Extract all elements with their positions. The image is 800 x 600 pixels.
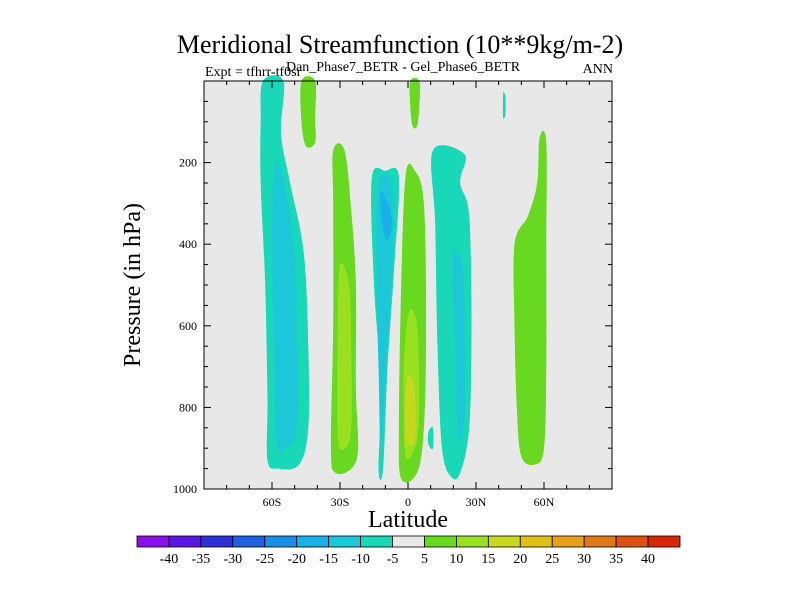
chart-subtitle: Dan_Phase7_BETR - Gel_Phase6_BETR — [286, 60, 521, 75]
colorbar-label: 35 — [609, 552, 623, 567]
contour-upper-equatorial-positive — [409, 77, 421, 129]
y-tick-label: 800 — [179, 400, 197, 414]
colorbar-swatch — [647, 535, 681, 548]
y-tick-label: 600 — [179, 319, 197, 333]
colorbar-label: 15 — [481, 552, 495, 567]
colorbar-swatch — [551, 535, 585, 548]
colorbar-label: 30 — [577, 552, 591, 567]
colorbar-swatch — [360, 535, 393, 548]
colorbar-swatch — [424, 535, 457, 548]
colorbar-label: -25 — [255, 552, 274, 567]
x-tick-label: 30S — [331, 495, 350, 509]
colorbar-swatch — [168, 535, 202, 548]
x-tick-label: 60N — [534, 495, 555, 509]
contour-nh-midlat-positive — [513, 130, 547, 466]
colorbar-label: -10 — [351, 552, 370, 567]
colorbar-label: -35 — [192, 552, 211, 567]
colorbar-swatch — [232, 535, 266, 548]
x-axis-ticks: 60S 30S 0 30N 60N — [203, 81, 613, 509]
contour-nh-subtropical-core — [452, 250, 466, 441]
contour-fills — [260, 75, 547, 483]
contour-nh-small-negative — [427, 426, 434, 450]
colorbar-swatch — [328, 535, 361, 548]
colorbar: -40 -35 -30 -25 -20 -15 -10 -5 5 10 15 20 25 30 35 40 — [136, 535, 681, 567]
contour-tropical-negative-core — [376, 173, 394, 449]
contour-sh-upper-positive — [300, 76, 317, 148]
x-axis-label: Latitude — [368, 507, 448, 533]
chart-title: Meridional Streamfunction (10**9kg/m-2) — [177, 30, 623, 59]
contour-nh-upper-negative — [502, 91, 506, 119]
colorbar-swatch — [296, 535, 330, 548]
colorbar-label: 10 — [449, 552, 463, 567]
y-tick-label: 1000 — [173, 482, 197, 496]
contour-equatorial-peak — [404, 374, 416, 446]
y-tick-label: 200 — [179, 156, 197, 170]
colorbar-label: -15 — [319, 552, 338, 567]
colorbar-label: -30 — [223, 552, 242, 567]
x-tick-label: 30N — [466, 495, 487, 509]
colorbar-label: -40 — [160, 552, 179, 567]
colorbar-label: -20 — [287, 552, 306, 567]
colorbar-swatch — [200, 535, 234, 548]
colorbar-label: 20 — [513, 552, 527, 567]
contour-sh-midlat-core — [337, 262, 352, 451]
colorbar-swatch — [487, 535, 521, 548]
colorbar-swatch — [583, 535, 617, 548]
experiment-label: Expt = tfhrr-tf0sr — [205, 65, 302, 80]
colorbar-swatch — [519, 535, 553, 548]
colorbar-label: -5 — [387, 552, 399, 567]
colorbar-swatch — [456, 535, 489, 548]
y-tick-label: 400 — [179, 237, 197, 251]
colorbar-swatch — [615, 535, 649, 548]
contour-tropical-negative-peak — [380, 191, 393, 241]
colorbar-label: 5 — [421, 552, 428, 567]
x-tick-label: 60S — [263, 495, 282, 509]
colorbar-swatch — [264, 535, 298, 548]
x-tick-label: 0 — [405, 495, 411, 509]
y-axis-ticks: 200 400 600 800 1000 — [173, 80, 612, 496]
colorbar-swatch — [136, 535, 170, 548]
contour-sh-high-lat-core — [272, 161, 298, 452]
colorbar-label: 25 — [545, 552, 559, 567]
season-label: ANN — [583, 62, 613, 77]
colorbar-swatch — [392, 535, 425, 548]
y-axis-label: Pressure (in hPa) — [120, 203, 146, 367]
colorbar-label: 40 — [641, 552, 655, 567]
